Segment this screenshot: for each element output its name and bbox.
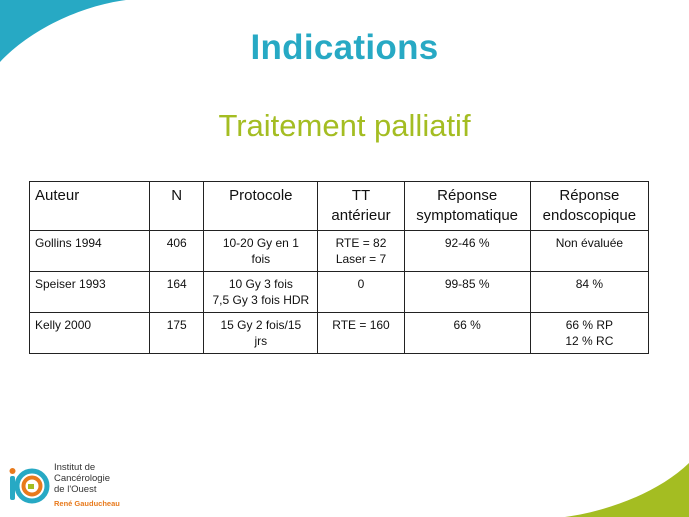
logo-text-line: de l'Ouest (54, 484, 97, 495)
header-text-line: Réponse (437, 187, 498, 204)
logo-text: Institut de Cancérologie de l'Ouest (54, 462, 110, 495)
cell-n: 406 (149, 230, 205, 272)
cell-protocole: 10 Gy 3 fois 7,5 Gy 3 fois HDR (203, 271, 319, 313)
cell-text-line: jrs (254, 334, 268, 348)
cell-text-line: 66 % RP (565, 318, 614, 332)
corner-decoration-top-left (0, 0, 126, 62)
table-header-row: Auteur N Protocole TT antérieur Réponse … (28, 181, 650, 231)
header-tt-anterieur: TT antérieur (317, 181, 405, 231)
cell-text-line: RTE = 82 (335, 236, 387, 250)
header-text-line: symptomatique (416, 207, 519, 224)
cell-text-line: 7,5 Gy 3 fois HDR (212, 293, 310, 307)
cell-text-line: 0 (357, 277, 365, 291)
cell-auteur: Gollins 1994 (28, 230, 151, 272)
institute-logo: Institut de Cancérologie de l'Ouest René… (8, 462, 138, 510)
cell-text-line: 15 Gy 2 fois/15 (220, 318, 302, 332)
header-n: N (149, 181, 205, 231)
slide-title: Indications (250, 28, 439, 67)
corner-decoration-bottom-right (565, 463, 689, 517)
cell-protocole: 15 Gy 2 fois/15 jrs (203, 312, 319, 354)
cell-protocole: 10-20 Gy en 1 fois (203, 230, 319, 272)
cell-text-line: 10 Gy 3 fois (228, 277, 293, 291)
cell-auteur: Speiser 1993 (28, 271, 151, 313)
cell-text-line: Laser = 7 (335, 252, 387, 266)
results-table: Auteur N Protocole TT antérieur Réponse … (28, 181, 650, 354)
cell-text-line: RTE = 160 (332, 318, 390, 332)
cell-tt-anterieur: 0 (317, 271, 405, 313)
cell-n: 175 (149, 312, 205, 354)
cell-text-line: Non évaluée (555, 236, 624, 250)
header-text-line: antérieur (331, 207, 391, 224)
cell-reponse-endoscopique: 84 % (529, 271, 650, 313)
cell-reponse-symptomatique: 66 % (403, 312, 531, 354)
cell-reponse-endoscopique: 66 % RP 12 % RC (529, 312, 650, 354)
header-auteur: Auteur (28, 181, 151, 231)
logo-text-line: Cancérologie (54, 473, 110, 484)
cell-text-line: fois (251, 252, 271, 266)
cell-n: 164 (149, 271, 205, 313)
table-row: Speiser 1993 164 10 Gy 3 fois 7,5 Gy 3 f… (28, 271, 650, 313)
header-protocole: Protocole (203, 181, 319, 231)
slide-subtitle: Traitement palliatif (218, 108, 471, 143)
cell-reponse-symptomatique: 92-46 % (403, 230, 531, 272)
table-row: Gollins 1994 406 10-20 Gy en 1 fois RTE … (28, 230, 650, 272)
logo-mark-icon (9, 468, 50, 504)
cell-tt-anterieur: RTE = 160 (317, 312, 405, 354)
header-text-line: TT (351, 187, 371, 204)
cell-auteur: Kelly 2000 (28, 312, 151, 354)
header-reponse-symptomatique: Réponse symptomatique (403, 181, 531, 231)
table-row: Kelly 2000 175 15 Gy 2 fois/15 jrs RTE =… (28, 312, 650, 354)
header-reponse-endoscopique: Réponse endoscopique (529, 181, 650, 231)
cell-text-line: 84 % (575, 277, 604, 291)
cell-tt-anterieur: RTE = 82 Laser = 7 (317, 230, 405, 272)
cell-reponse-symptomatique: 99-85 % (403, 271, 531, 313)
header-text-line: Réponse (559, 187, 620, 204)
cell-text-line: 10-20 Gy en 1 (222, 236, 299, 250)
logo-text-line: Institut de (54, 462, 96, 473)
logo-subtitle: René Gauducheau (54, 499, 120, 508)
cell-reponse-endoscopique: Non évaluée (529, 230, 650, 272)
header-text-line: endoscopique (542, 207, 637, 224)
cell-text-line: 12 % RC (565, 334, 614, 348)
